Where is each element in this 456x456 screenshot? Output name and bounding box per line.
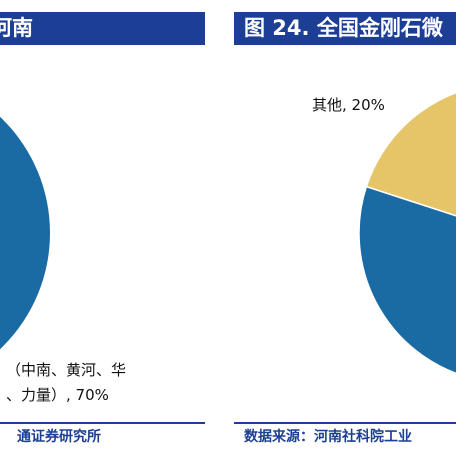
right-chart-panel: 图 24. 全国金刚石微 其他, 20% 数据来源：河南社科院工业	[234, 0, 456, 456]
left-slice-label-line2: 、力量）, 70%	[6, 386, 109, 404]
left-chart-panel: 河南 （中南、黄河、华 、力量）, 70% 通证券研究所	[0, 0, 205, 456]
pie-slice-main	[0, 116, 50, 350]
left-title-bar	[0, 12, 205, 45]
left-source-divider	[0, 422, 205, 424]
left-pie-chart	[0, 116, 50, 350]
right-chart-title: 图 24. 全国金刚石微	[244, 16, 443, 40]
right-pie-chart	[358, 91, 456, 375]
right-source-divider	[234, 422, 456, 424]
left-source-note: 通证券研究所	[17, 429, 101, 445]
pie-slice-other	[365, 91, 456, 217]
right-source-note: 数据来源：河南社科院工业	[244, 429, 412, 445]
left-slice-label-line1: （中南、黄河、华	[6, 361, 127, 379]
pie-slice-main	[358, 185, 456, 375]
right-title-bar	[234, 12, 456, 45]
right-slice-label-other: 其他, 20%	[312, 96, 385, 114]
left-chart-title: 河南	[0, 16, 33, 40]
